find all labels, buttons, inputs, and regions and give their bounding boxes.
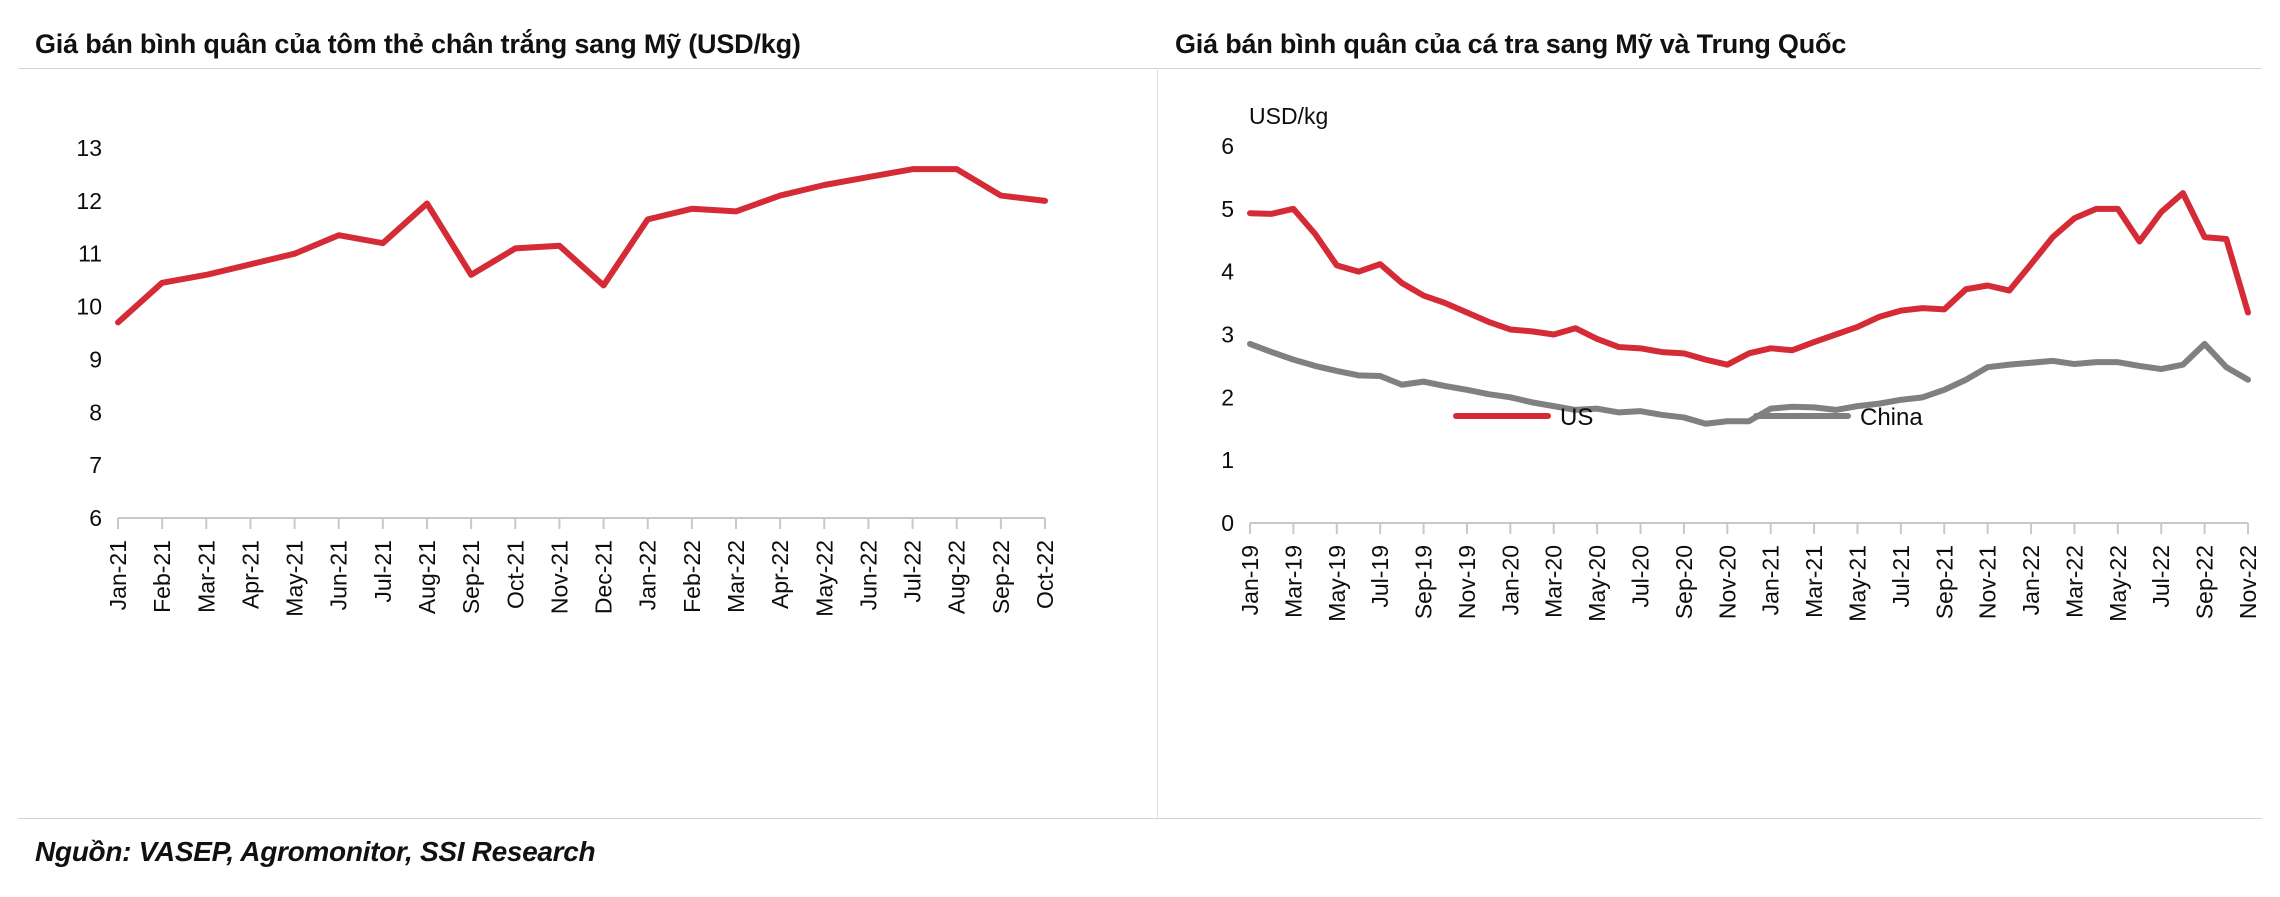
x-axis-tick-label: Mar-22 [723,540,749,613]
chart-panel-shrimp: 6 7 8 9 10 11 12 13 Jan-21 Feb-21 Mar-21 Apr-21 May-… [0,68,1157,818]
y-axis-tick-label: 4 [1221,259,1234,285]
y-axis-tick-label: 3 [1221,322,1234,348]
x-axis-tick-label: May-19 [1324,545,1350,622]
x-axis-tick-label: May-21 [282,540,308,617]
x-axis-tick-label: Aug-22 [944,540,970,614]
x-axis-tick-label: Sep-22 [988,540,1014,614]
x-axis-tick-label: Dec-21 [591,540,617,614]
chart-panel-pangasius: USD/kg 0 1 2 3 4 5 6 Jan-19 Mar-19 May-19 Jul-19 Sep… [1158,68,2280,818]
x-axis-tick-label: Jan-21 [105,540,131,610]
x-axis-tick-label: May-22 [2105,545,2131,622]
y-axis-tick-label: 6 [89,505,102,531]
x-axis-tick-label: Jul-22 [2148,545,2174,608]
x-axis-tick-label: Jan-22 [2018,545,2044,615]
x-axis-tick-label: Sep-22 [2192,545,2218,619]
x-axis-tick-label: Sep-20 [1671,545,1697,619]
x-axis-tick-label: Nov-21 [1975,545,2001,619]
x-axis-tick-label: Jul-19 [1367,545,1393,608]
y-axis-tick-label: 6 [1221,133,1234,159]
titles-row: Giá bán bình quân của tôm thẻ chân trắng… [0,0,2280,68]
x-axis-tick-label: Oct-21 [502,540,528,609]
x-axis-tick-label: Sep-21 [1931,545,1957,619]
source-note: Nguồn: VASEP, Agromonitor, SSI Research [35,836,596,867]
x-axis-tick-label: Jul-21 [1888,545,1914,608]
panel-left-header: Giá bán bình quân của tôm thẻ chân trắng… [0,0,1157,68]
x-axis-tick-label: Mar-19 [1280,545,1306,618]
x-axis-tick-label: Jan-22 [635,540,661,610]
series-line-gi-b-n-b-nh-qu-n-t-m-th-ch-n-tr-ng-sang-m [115,166,1048,326]
x-axis-tick-label: May-21 [1844,545,1870,622]
x-axis-tick-label: Apr-22 [767,540,793,609]
chart-title-shrimp: Giá bán bình quân của tôm thẻ chân trắng… [35,29,801,59]
y-axis-tick-label: 9 [89,346,102,372]
legend-label-us: US [1560,404,1593,431]
x-axis-tick-label: Mar-21 [1801,545,1827,618]
y-axis-tick-label: 2 [1221,384,1234,410]
series-line-us [1247,190,2251,368]
x-axis-tick-label: Jun-21 [326,540,352,610]
x-axis-tick-label: Apr-21 [237,540,263,609]
x-axis-tick-label: Jul-20 [1628,545,1654,608]
x-axis-tick-label: Sep-21 [458,540,484,614]
x-axis-tick-label: Jan-21 [1758,545,1784,615]
x-axis-tick-label: Aug-21 [414,540,440,614]
y-axis-tick-label: 11 [78,241,102,267]
y-axis-tick-label: 1 [1221,447,1234,473]
x-axis-tick-label: Jun-22 [855,540,881,610]
legend-label-china: China [1860,404,1923,431]
x-axis-tick-label: Feb-21 [149,540,175,613]
shrimp-price-line-chart: 6 7 8 9 10 11 12 13 Jan-21 Feb-21 Mar-21 Apr-21 May-… [76,135,1058,617]
x-axis-tick-label: Feb-22 [679,540,705,613]
y-axis-tick-label: 13 [76,135,102,161]
x-axis-tick-label: Nov-21 [546,540,572,614]
x-axis-tick-label: Mar-20 [1541,545,1567,618]
x-axis-tick-label: Mar-21 [193,540,219,613]
divider-vertical [1157,68,1158,818]
x-axis-tick-label: Jan-20 [1497,545,1523,615]
x-axis-tick-label: Jul-21 [370,540,396,603]
x-axis-tick-label: Nov-22 [2235,545,2261,619]
y-axis-tick-label: 8 [89,399,102,425]
x-axis-tick-label: Nov-20 [1714,545,1740,619]
x-axis-tick-label: Jan-19 [1237,545,1263,615]
y-axis-tick-label: 0 [1221,510,1234,536]
x-axis-tick-label: Mar-22 [2061,545,2087,618]
chart-title-pangasius: Giá bán bình quân của cá tra sang Mỹ và … [1175,29,1847,59]
y-axis-tick-label: 10 [76,294,102,320]
y-axis-tick-label: 12 [76,188,102,214]
x-axis-tick-label: Sep-19 [1411,545,1437,619]
y-axis-unit-label: USD/kg [1249,103,1328,129]
y-axis-tick-label: 7 [89,452,102,478]
panel-right-header: Giá bán bình quân của cá tra sang Mỹ và … [1157,0,2280,68]
x-axis-tick-label: Nov-19 [1454,545,1480,619]
divider-bottom [18,818,2262,819]
x-axis-tick-label: May-22 [811,540,837,617]
x-axis-tick-label: Oct-22 [1032,540,1058,609]
y-axis-tick-label: 5 [1221,196,1234,222]
divider-top [18,68,2262,69]
series-line-china [1247,340,2251,427]
x-axis-tick-label: May-20 [1584,545,1610,622]
x-axis-tick-label: Jul-22 [900,540,926,603]
pangasius-price-line-chart: USD/kg 0 1 2 3 4 5 6 Jan-19 Mar-19 May-19 Jul-19 Sep… [1221,103,2261,622]
